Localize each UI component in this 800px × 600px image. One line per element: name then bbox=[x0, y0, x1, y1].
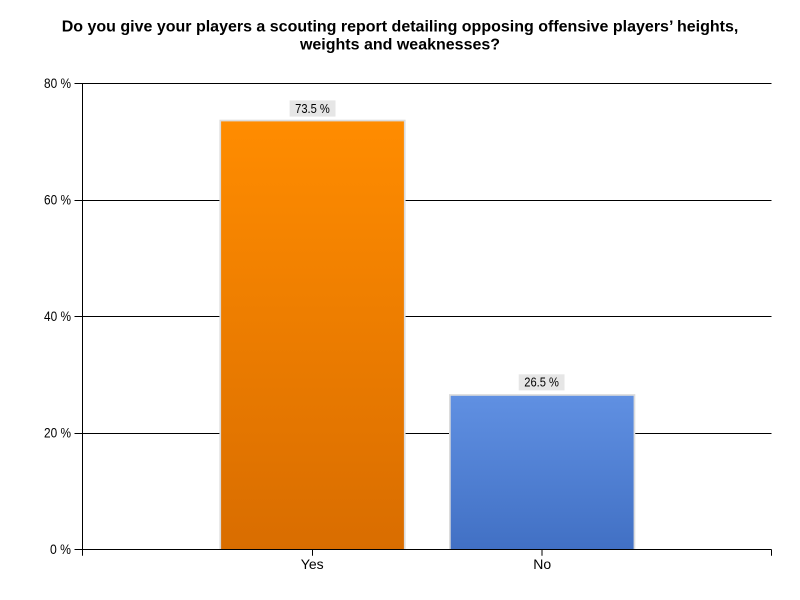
svg-text:0 %: 0 % bbox=[50, 541, 71, 557]
svg-text:No: No bbox=[533, 556, 551, 572]
svg-text:80 %: 80 % bbox=[44, 75, 71, 91]
svg-text:73.5 %: 73.5 % bbox=[295, 101, 330, 116]
svg-text:26.5 %: 26.5 % bbox=[524, 374, 559, 389]
svg-text:20 %: 20 % bbox=[44, 425, 71, 441]
svg-text:weights and weaknesses?: weights and weaknesses? bbox=[299, 36, 500, 53]
svg-text:Yes: Yes bbox=[301, 556, 324, 572]
svg-text:60 %: 60 % bbox=[44, 192, 71, 208]
svg-text:40 %: 40 % bbox=[44, 308, 71, 324]
svg-text:Do you give your players a sco: Do you give your players a scouting repo… bbox=[62, 19, 739, 36]
